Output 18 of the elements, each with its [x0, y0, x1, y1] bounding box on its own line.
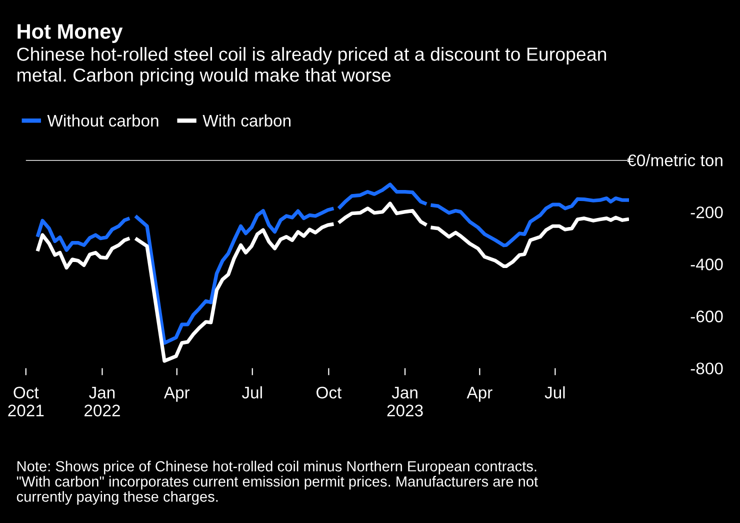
- chart-subtitle: Chinese hot-rolled steel coil is already priced at a discount to European metal. Carbon pricing would make that worse: [17, 47, 606, 86]
- x-tick-label: Oct 2021: [8, 386, 44, 416]
- y-tick-label: €0/metric ton: [627, 154, 722, 166]
- legend-label: Without carbon: [47, 114, 158, 127]
- x-tick-label: Jul: [242, 386, 262, 398]
- y-tick-label: -400: [690, 258, 723, 270]
- chart-title: Hot Money: [18, 24, 123, 43]
- y-tick-label: -200: [690, 206, 723, 218]
- y-tick-label: -600: [690, 310, 723, 322]
- x-tick-label: Jan 2022: [84, 386, 120, 416]
- x-tick-label: Jul: [544, 386, 565, 398]
- y-tick-label: -800: [690, 362, 723, 374]
- x-tick-label: Jan 2023: [387, 386, 423, 416]
- x-tick-label: Oct: [316, 386, 342, 398]
- legend-label: With carbon: [202, 114, 290, 127]
- x-tick-label: Apr: [164, 386, 190, 402]
- text: Note: Shows price of Chinese hot-rolled coil minus Northern European contracts. "With carbon" incorporates current emission permit prices. Manufacturers are not currently paying these charges.: [16, 460, 538, 505]
- x-tick-label: Apr: [466, 386, 492, 402]
